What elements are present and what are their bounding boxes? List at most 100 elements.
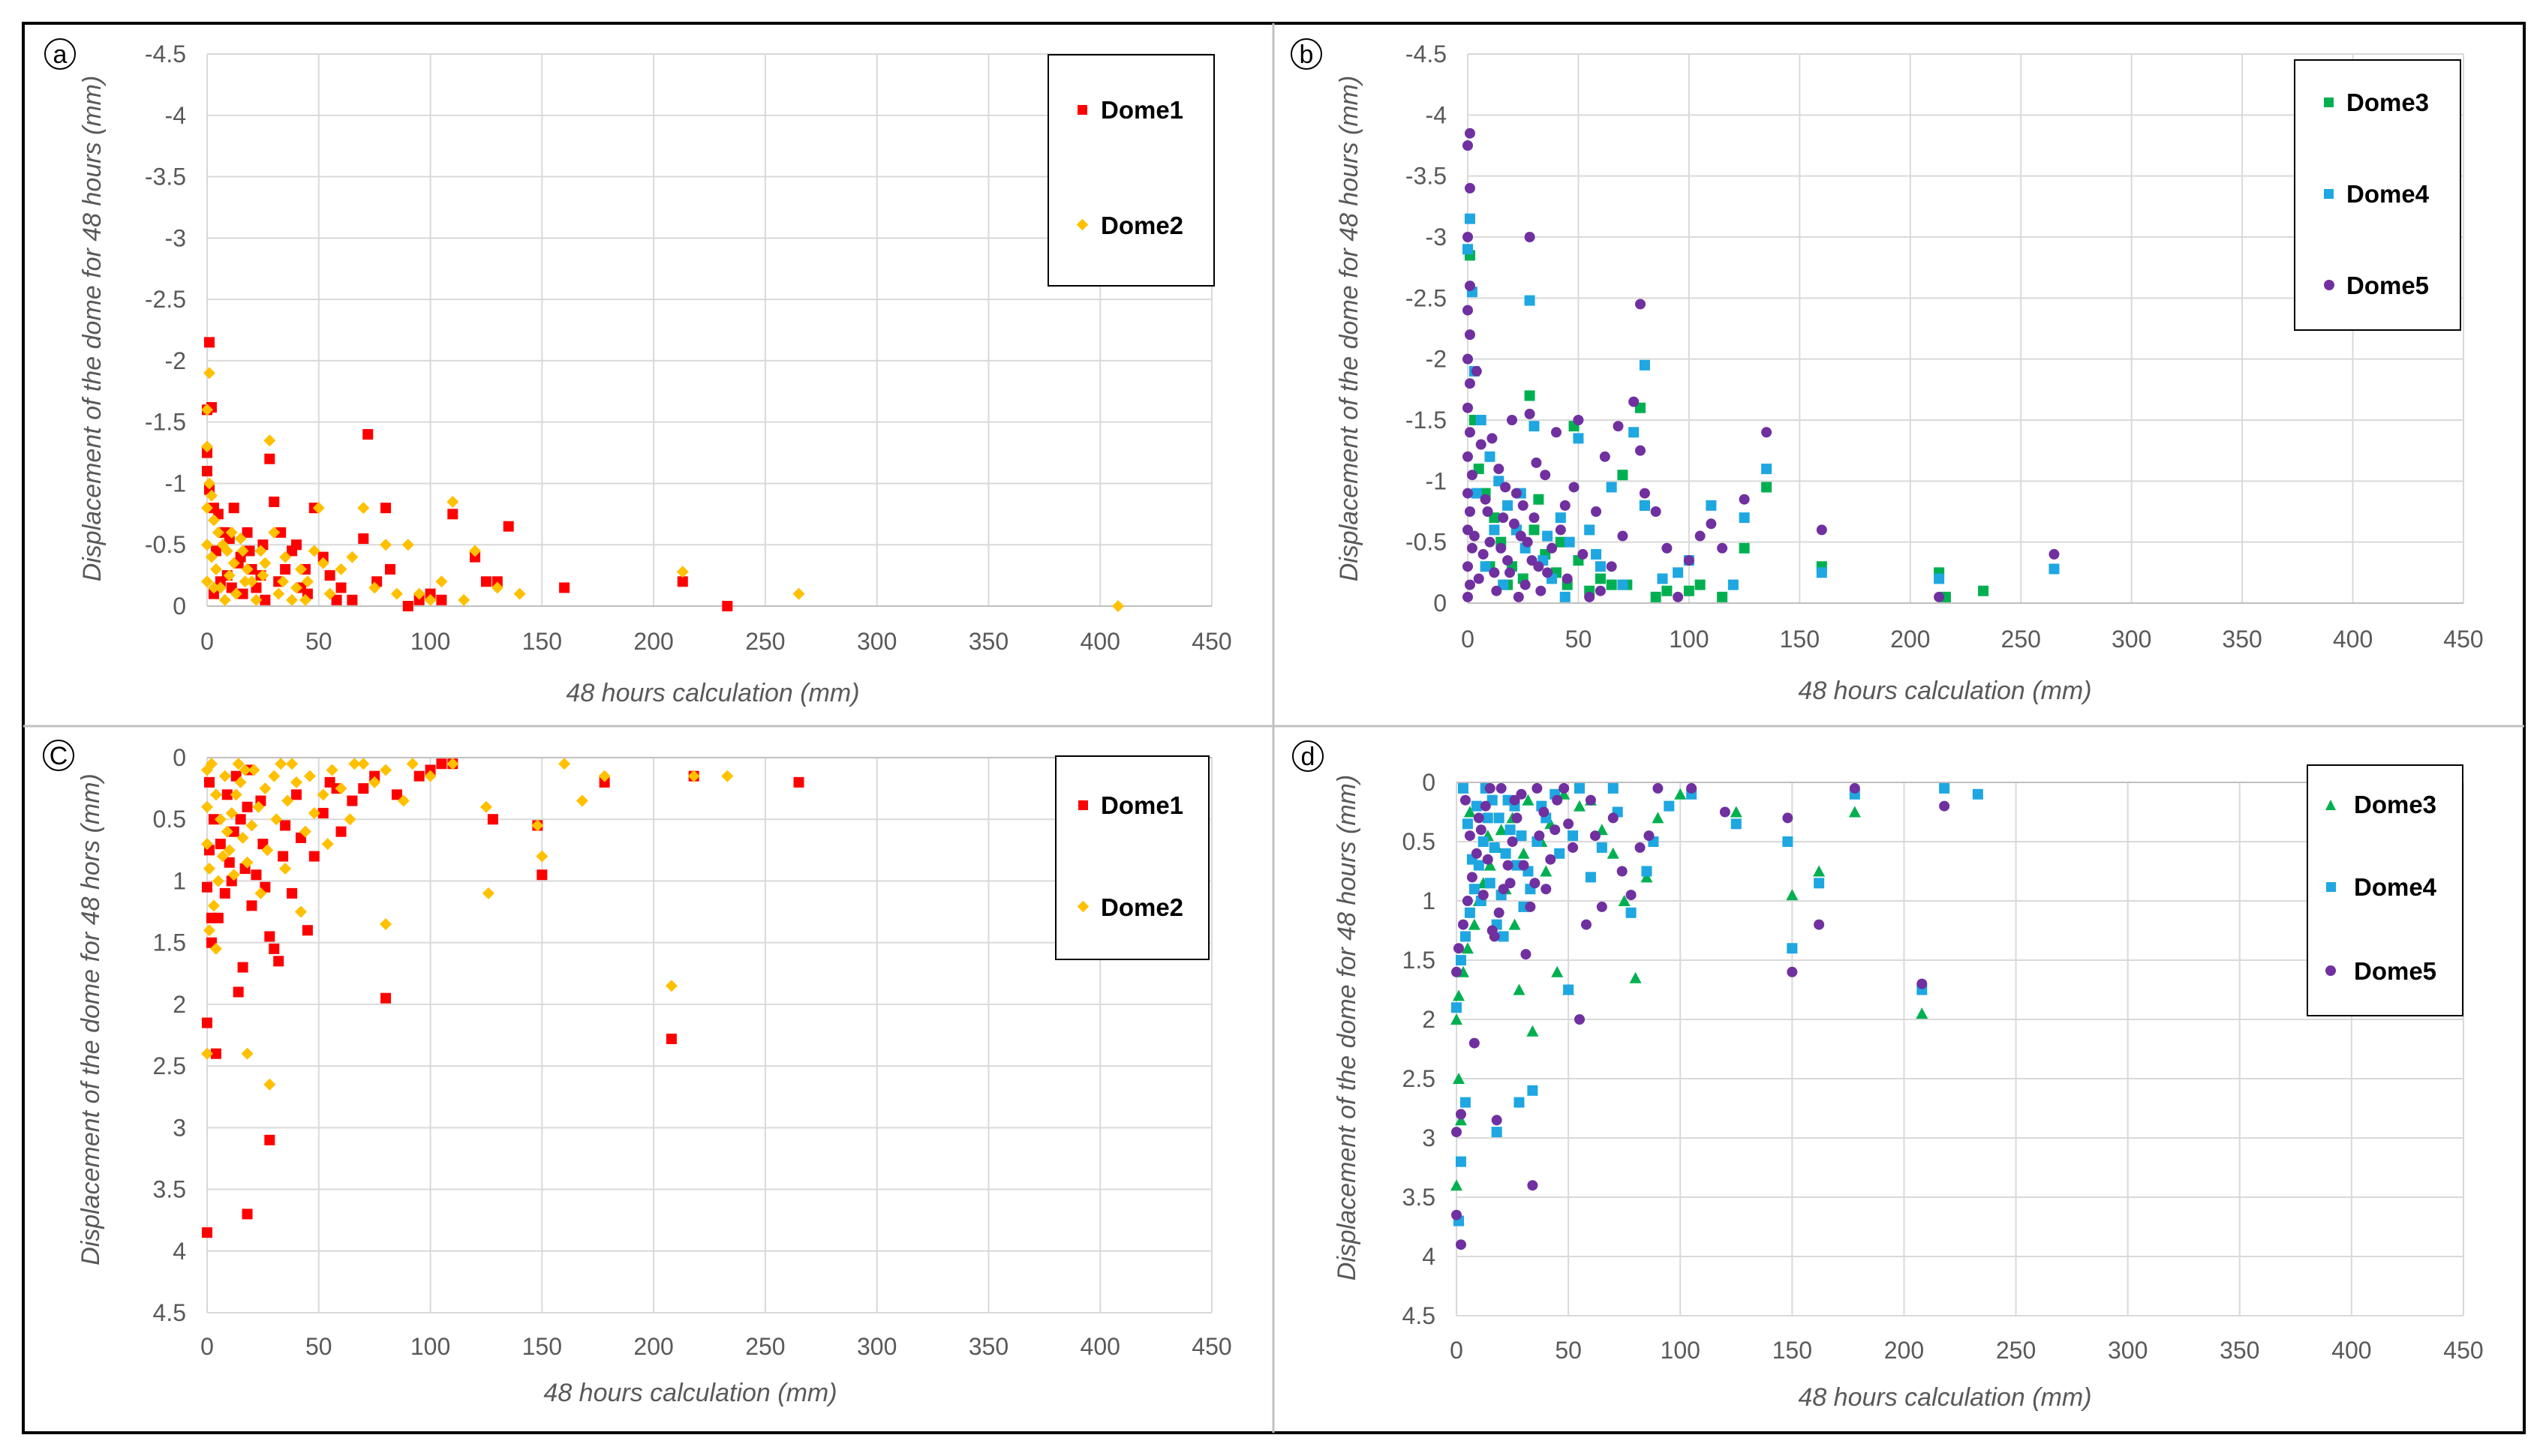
point-dome1 <box>219 887 230 899</box>
point-dome2 <box>212 526 224 539</box>
point-dome3 <box>1848 806 1861 818</box>
point-dome1 <box>291 789 302 800</box>
point-dome1 <box>208 588 219 599</box>
point-dome5 <box>1510 488 1522 499</box>
point-dome2 <box>254 545 267 557</box>
point-dome1 <box>369 770 380 782</box>
point-dome1 <box>402 601 413 611</box>
point-dome1 <box>203 776 215 788</box>
point-dome1 <box>244 545 255 557</box>
point-dome5 <box>1462 232 1473 242</box>
point-dome5 <box>1495 782 1507 794</box>
point-dome4 <box>1482 812 1493 824</box>
point-dome3 <box>1607 847 1619 859</box>
point-dome3 <box>1540 865 1553 877</box>
point-dome2 <box>214 813 227 826</box>
point-dome4 <box>1573 433 1584 444</box>
y-tick-label: -1.5 <box>1405 407 1447 434</box>
point-dome2 <box>286 593 299 606</box>
point-dome2 <box>227 557 240 569</box>
point-dome1 <box>202 447 212 458</box>
point-dome4 <box>1816 567 1827 578</box>
point-dome5 <box>1464 427 1475 438</box>
point-dome1 <box>436 758 447 770</box>
point-dome3 <box>1483 859 1496 871</box>
point-dome2 <box>223 844 236 857</box>
x-tick-label: 0 <box>1450 1337 1463 1364</box>
point-dome5 <box>1529 878 1541 889</box>
y-tick-label: 3.5 <box>153 1176 186 1203</box>
legend-marker-dome1 <box>1078 105 1087 115</box>
point-dome4 <box>1459 1097 1471 1108</box>
point-dome2 <box>241 1047 254 1060</box>
point-dome5 <box>1547 542 1558 554</box>
x-tick-label: 50 <box>1555 1337 1582 1364</box>
y-axis-title: Displacement of the dome for 48 hours (m… <box>78 76 107 582</box>
point-dome2 <box>299 825 311 838</box>
panel-a: a -4.5 -4 -3.5 -3 -2.5 -2 -1.5 -1 -0.5 00 50 100 150… <box>44 38 1232 707</box>
x-tick-label: 50 <box>305 1333 332 1360</box>
point-dome5 <box>1585 794 1596 806</box>
point-dome2 <box>203 367 215 380</box>
point-dome5 <box>1457 919 1468 930</box>
point-dome5 <box>1634 842 1646 853</box>
point-dome3 <box>1674 788 1687 800</box>
point-dome2 <box>263 434 276 447</box>
x-tick-label: 150 <box>522 628 562 655</box>
point-dome5 <box>1639 488 1650 499</box>
point-dome4 <box>1782 836 1793 847</box>
point-dome5 <box>1568 482 1580 493</box>
point-dome1 <box>280 820 291 831</box>
point-dome4 <box>1639 500 1650 511</box>
point-dome4 <box>1498 931 1509 942</box>
point-dome1 <box>413 594 425 605</box>
point-dome5 <box>1468 1037 1480 1049</box>
y-tick-label: -4 <box>1426 101 1447 128</box>
point-dome5 <box>1719 806 1730 818</box>
point-dome5 <box>1464 182 1475 194</box>
point-dome1 <box>224 857 235 868</box>
point-dome2 <box>479 800 492 813</box>
y-tick-label: 2 <box>1422 1006 1435 1033</box>
point-dome2 <box>216 850 229 863</box>
point-dome5 <box>1541 884 1552 895</box>
point-dome2 <box>294 563 307 575</box>
point-dome4 <box>1527 1085 1538 1096</box>
point-dome3 <box>1450 1013 1462 1025</box>
point-dome1 <box>260 594 271 605</box>
point-dome2 <box>218 593 231 606</box>
point-dome1 <box>208 814 219 825</box>
point-dome4 <box>1641 866 1652 877</box>
point-dome1 <box>251 869 262 881</box>
point-dome2 <box>225 526 238 539</box>
point-dome3 <box>1813 865 1826 877</box>
point-dome4 <box>1555 512 1566 524</box>
point-dome5 <box>1464 506 1475 517</box>
point-dome3 <box>1526 1025 1539 1037</box>
legend-label-dome3: Dome3 <box>2346 89 2429 116</box>
point-dome4 <box>1563 984 1574 995</box>
point-dome1 <box>210 1048 221 1059</box>
point-dome5 <box>2049 548 2060 560</box>
point-dome5 <box>1916 978 1928 989</box>
x-tick-label: 250 <box>745 628 785 655</box>
point-dome5 <box>1552 794 1563 806</box>
point-dome1 <box>380 992 392 1004</box>
point-dome5 <box>1509 794 1520 806</box>
point-dome1 <box>317 551 329 563</box>
point-dome2 <box>536 850 549 863</box>
legend-marker-dome3 <box>2325 800 2336 810</box>
point-dome2 <box>308 807 320 819</box>
point-dome1 <box>228 503 239 514</box>
point-dome4 <box>1542 530 1553 542</box>
point-dome5 <box>1606 561 1617 572</box>
point-dome2 <box>209 563 222 575</box>
x-tick-label: 150 <box>522 1333 562 1360</box>
point-dome1 <box>447 509 458 520</box>
point-dome2 <box>261 844 274 857</box>
panel-d: d 0 0.5 1 1.5 2 2.5 3 3.5 4 4.5 0 50 100 150 200 250 300… <box>1292 740 2484 1412</box>
x-tick-label: 300 <box>2108 1337 2148 1364</box>
y-tick-label: -3.5 <box>145 164 186 191</box>
point-dome5 <box>1504 878 1516 889</box>
point-dome3 <box>1661 585 1673 596</box>
